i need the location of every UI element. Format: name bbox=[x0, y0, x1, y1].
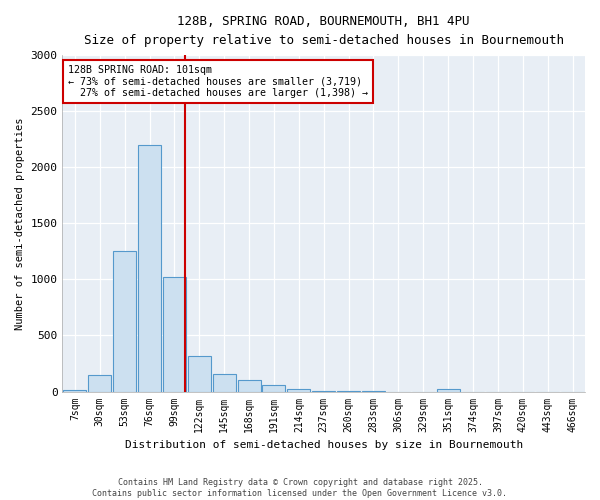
Bar bbox=[138, 145, 161, 392]
Bar bbox=[362, 391, 385, 392]
Bar bbox=[337, 391, 360, 392]
Bar bbox=[113, 252, 136, 392]
Y-axis label: Number of semi-detached properties: Number of semi-detached properties bbox=[15, 117, 25, 330]
Bar bbox=[287, 390, 310, 392]
Bar bbox=[163, 277, 186, 392]
Bar bbox=[262, 386, 286, 392]
Bar bbox=[213, 374, 236, 392]
Bar bbox=[312, 391, 335, 392]
Bar bbox=[437, 390, 460, 392]
Title: 128B, SPRING ROAD, BOURNEMOUTH, BH1 4PU
Size of property relative to semi-detach: 128B, SPRING ROAD, BOURNEMOUTH, BH1 4PU … bbox=[84, 15, 564, 47]
Text: Contains HM Land Registry data © Crown copyright and database right 2025.
Contai: Contains HM Land Registry data © Crown c… bbox=[92, 478, 508, 498]
Text: 128B SPRING ROAD: 101sqm
← 73% of semi-detached houses are smaller (3,719)
  27%: 128B SPRING ROAD: 101sqm ← 73% of semi-d… bbox=[68, 65, 368, 98]
Bar bbox=[88, 374, 111, 392]
Bar bbox=[188, 356, 211, 392]
Bar bbox=[64, 390, 86, 392]
X-axis label: Distribution of semi-detached houses by size in Bournemouth: Distribution of semi-detached houses by … bbox=[125, 440, 523, 450]
Bar bbox=[238, 380, 260, 392]
